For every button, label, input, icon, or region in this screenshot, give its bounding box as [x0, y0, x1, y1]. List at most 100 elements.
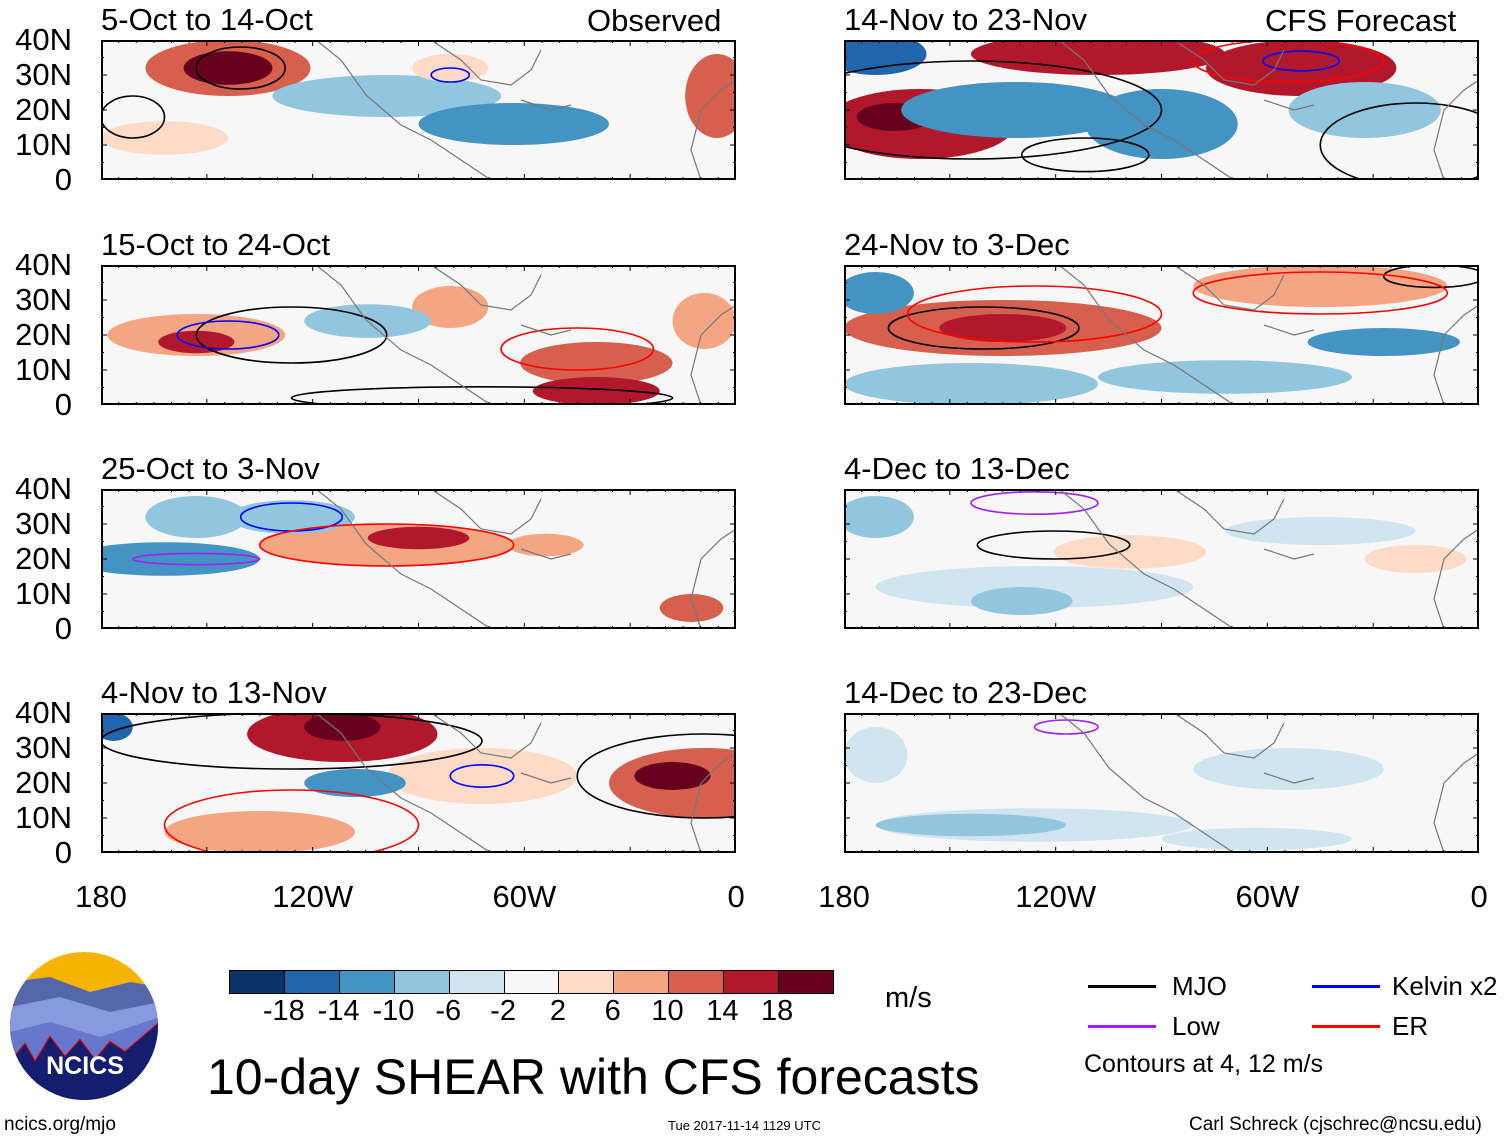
- shear-shading: [412, 286, 489, 328]
- coastline: [315, 40, 736, 180]
- coastline: [1058, 713, 1479, 853]
- contour-line: [576, 733, 736, 819]
- y-tick-label: 0: [54, 387, 72, 422]
- map-panel: [101, 489, 736, 629]
- panel-title: 4-Dec to 13-Dec: [844, 451, 1070, 486]
- colorbar-label: -6: [435, 995, 462, 1027]
- shear-shading: [939, 314, 1067, 342]
- shear-shading: [672, 293, 736, 349]
- shear-shading: [875, 813, 1067, 837]
- ncics-logo: NCICS: [10, 952, 158, 1100]
- shear-shading: [1205, 40, 1397, 96]
- panel-title: 4-Nov to 13-Nov: [101, 675, 327, 710]
- shear-shading: [1085, 89, 1238, 159]
- x-tick-label: 0: [727, 879, 745, 914]
- panel-title: 15-Oct to 24-Oct: [101, 227, 331, 262]
- colorbar: [229, 970, 834, 994]
- shear-shading: [971, 587, 1073, 615]
- contour-line: [195, 306, 388, 364]
- contour-line: [970, 491, 1099, 515]
- shear-shading: [1364, 545, 1467, 573]
- x-tick-label: 180: [75, 879, 127, 914]
- colorbar-label: -10: [372, 995, 415, 1027]
- y-tick-label: 10N: [15, 576, 72, 611]
- y-tick-label: 20N: [15, 92, 72, 127]
- y-tick-label: 30N: [15, 730, 72, 765]
- shear-shading: [1053, 535, 1206, 569]
- y-tick-label: 0: [54, 611, 72, 646]
- contour-line: [1033, 719, 1099, 735]
- shear-shading: [418, 103, 609, 145]
- shear-shading: [659, 594, 724, 622]
- y-tick-label: 10N: [15, 352, 72, 387]
- shear-shading: [101, 121, 228, 155]
- contour-line: [844, 60, 1163, 160]
- shear-shading: [844, 40, 927, 75]
- y-tick-label: 40N: [15, 471, 72, 506]
- contour-line: [430, 67, 471, 83]
- colorbar-label: 6: [604, 995, 621, 1027]
- shear-shading: [844, 363, 1098, 405]
- contour-line: [449, 763, 515, 788]
- shear-shading: [304, 713, 381, 741]
- x-tick-label: 120W: [272, 879, 354, 914]
- y-tick-label: 40N: [15, 695, 72, 730]
- y-tick-label: 20N: [15, 541, 72, 576]
- colorbar-swatch: [559, 971, 615, 993]
- shear-shading: [634, 762, 711, 790]
- legend-label-er: ER: [1392, 1011, 1429, 1041]
- legend-line-low: [1088, 1025, 1156, 1028]
- shear-shading: [1307, 328, 1460, 356]
- contour-line: [1192, 271, 1449, 315]
- y-tick-label: 30N: [15, 506, 72, 541]
- legend-line-mjo: [1088, 985, 1156, 988]
- colorbar-swatch: [230, 971, 285, 993]
- shear-shading: [1225, 517, 1416, 545]
- x-tick-label: 60W: [1235, 879, 1300, 914]
- figure-title: 10-day SHEAR with CFS forecasts: [207, 1049, 980, 1105]
- map-panel: [101, 713, 736, 853]
- contour-line: [195, 46, 286, 90]
- y-tick-label: 20N: [15, 765, 72, 800]
- contour-line: [163, 789, 420, 853]
- y-tick-label: 0: [54, 162, 72, 197]
- map-panel: [844, 40, 1479, 180]
- colorbar-label: -14: [317, 995, 360, 1027]
- y-tick-label: 40N: [15, 22, 72, 57]
- shear-shading: [101, 713, 133, 741]
- contour-line: [1192, 40, 1385, 83]
- contour-line: [258, 523, 515, 567]
- coastline: [315, 489, 736, 629]
- coastline: [315, 713, 736, 853]
- colorbar-swatch: [779, 971, 833, 993]
- coastline: [1058, 489, 1479, 629]
- colorbar-swatch: [394, 971, 450, 993]
- footer-url[interactable]: ncics.org/mjo: [4, 1114, 116, 1135]
- contour-line: [1319, 102, 1479, 180]
- legend-label-low: Low: [1172, 1011, 1220, 1041]
- shear-shading: [1193, 748, 1384, 790]
- shear-shading: [532, 377, 660, 405]
- shear-shading: [844, 496, 914, 538]
- colorbar-label: 18: [761, 995, 794, 1027]
- contour-line: [1262, 50, 1341, 72]
- coastline: [1058, 40, 1479, 180]
- shear-shading: [901, 82, 1130, 138]
- panel-title: 14-Nov to 23-Nov: [844, 2, 1087, 37]
- contour-line: [976, 530, 1131, 560]
- shear-shading: [272, 75, 502, 117]
- map-panel: [101, 40, 736, 180]
- shear-shading: [520, 342, 673, 384]
- shear-shading: [386, 748, 578, 804]
- y-tick-label: 30N: [15, 57, 72, 92]
- contour-line: [1382, 265, 1479, 289]
- shear-shading: [844, 727, 908, 783]
- coastline: [1058, 265, 1479, 405]
- panel-title: 25-Oct to 3-Nov: [101, 451, 320, 486]
- colorbar-swatch: [284, 971, 340, 993]
- x-tick-label: 180: [818, 879, 870, 914]
- contour-line: [887, 306, 1080, 350]
- x-tick-label: 0: [1470, 879, 1488, 914]
- x-tick-label: 120W: [1015, 879, 1097, 914]
